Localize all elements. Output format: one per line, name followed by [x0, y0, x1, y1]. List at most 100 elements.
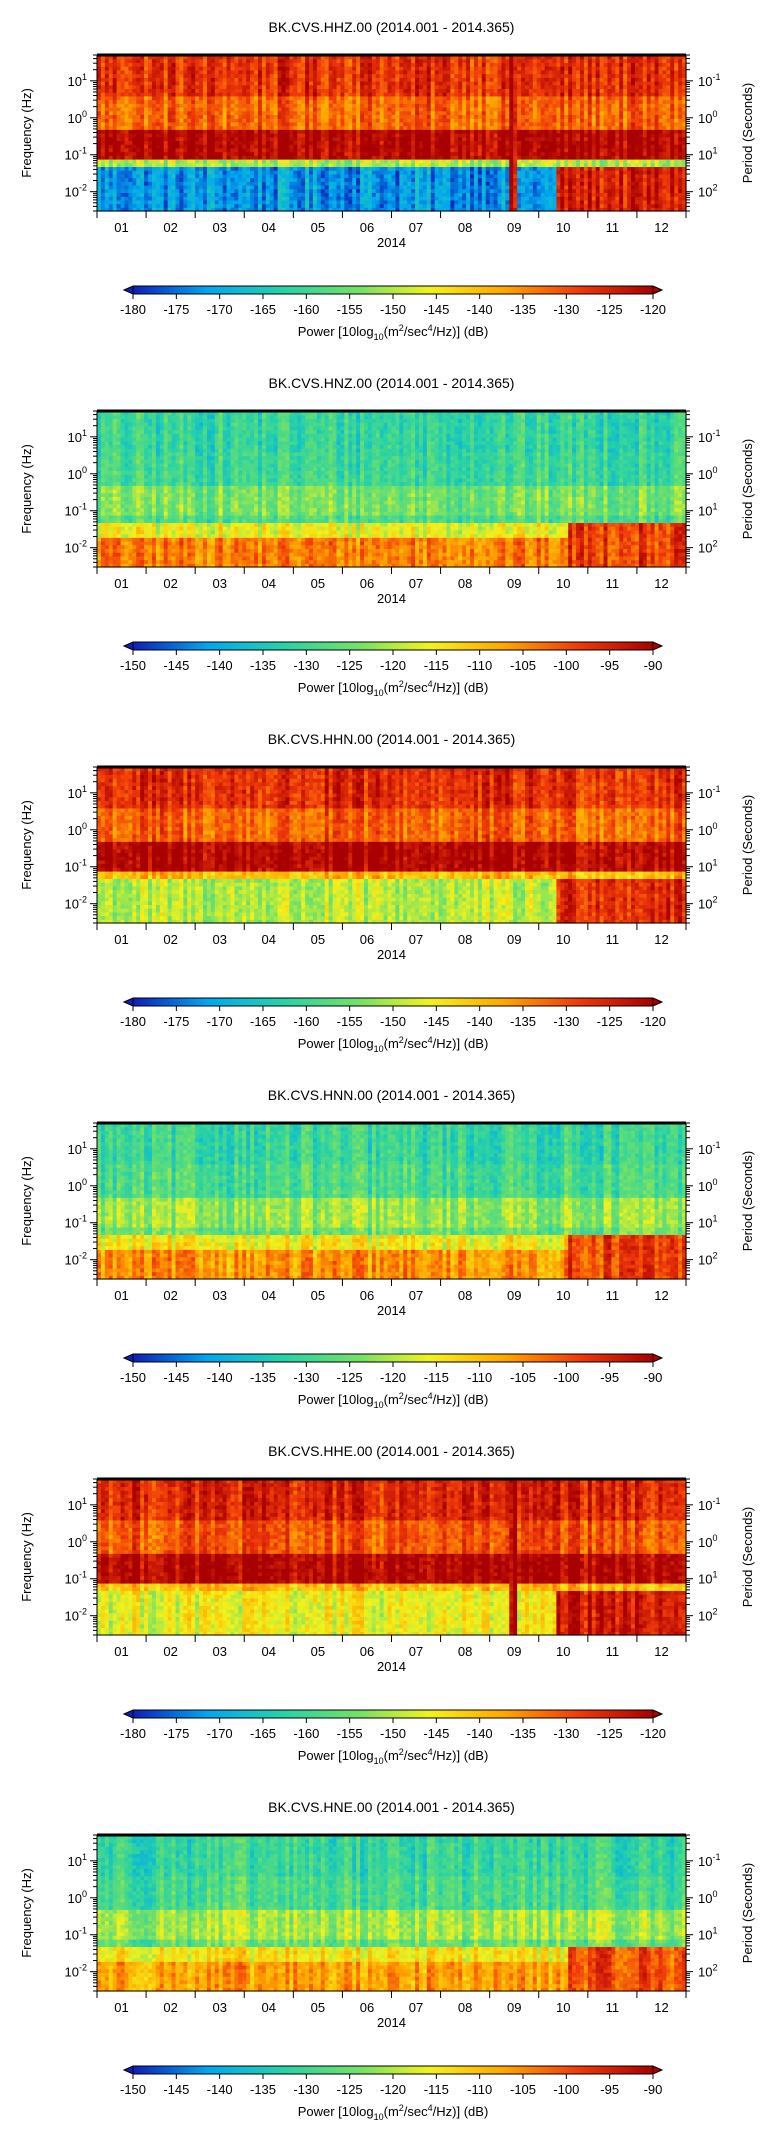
heatmap-cell	[521, 107, 526, 112]
heatmap-cell	[360, 136, 365, 142]
heatmap-cell	[171, 133, 177, 138]
heatmap-cell	[450, 129, 455, 134]
heatmap-cell	[151, 99, 157, 104]
heatmap-cell	[163, 177, 169, 182]
heatmap-cell	[489, 173, 495, 179]
heatmap-cell	[477, 58, 483, 64]
heatmap-cell	[316, 121, 322, 127]
heatmap-cell	[312, 114, 318, 119]
heatmap-cell	[210, 166, 216, 171]
heatmap-cell	[336, 92, 342, 97]
heatmap-cell	[481, 95, 487, 101]
heatmap-cell	[513, 207, 518, 212]
heatmap-cell	[206, 66, 212, 71]
heatmap-cell	[254, 140, 259, 145]
heatmap-cell	[254, 188, 259, 194]
heatmap-cell	[497, 203, 503, 208]
heatmap-cell	[364, 181, 369, 186]
heatmap-cell	[489, 118, 495, 123]
heatmap-cell	[532, 144, 538, 149]
heatmap-cell	[183, 73, 188, 78]
heatmap-cell	[438, 207, 444, 212]
heatmap-cell	[191, 155, 196, 160]
heatmap-cell	[450, 133, 455, 138]
heatmap-cell	[281, 62, 287, 67]
heatmap-cell	[140, 55, 145, 60]
heatmap-cell	[391, 110, 397, 116]
heatmap-cell	[426, 88, 432, 93]
heatmap-cell	[352, 95, 357, 101]
heatmap-cell	[513, 84, 518, 90]
heatmap-cell	[509, 207, 514, 212]
heatmap-cell	[411, 196, 416, 201]
heatmap-cell	[273, 151, 279, 156]
heatmap-cell	[548, 151, 554, 156]
heatmap-cell	[540, 203, 546, 208]
heatmap-cell	[183, 192, 188, 197]
heatmap-cell	[367, 77, 373, 82]
heatmap-cell	[426, 159, 432, 164]
heatmap-cell	[391, 99, 397, 104]
heatmap-cell	[328, 103, 334, 108]
heatmap-cell	[367, 147, 373, 153]
heatmap-cell	[544, 199, 550, 205]
heatmap-cell	[309, 207, 314, 212]
heatmap-cell	[218, 177, 224, 182]
heatmap-cell	[155, 199, 161, 205]
heatmap-cell	[434, 62, 440, 67]
heatmap-cell	[352, 107, 357, 112]
heatmap-cell	[159, 114, 165, 119]
heatmap-cell	[293, 136, 298, 142]
heatmap-cell	[226, 107, 232, 112]
heatmap-cell	[446, 151, 451, 156]
heatmap-cell	[183, 151, 188, 156]
heatmap-cell	[470, 95, 475, 101]
heatmap-cell	[399, 81, 404, 86]
heatmap-cell	[513, 177, 518, 182]
heatmap-cell	[309, 114, 314, 119]
heatmap-cell	[210, 188, 216, 194]
heatmap-cell	[375, 192, 381, 197]
heatmap-cell	[485, 133, 491, 138]
heatmap-cell	[273, 181, 279, 186]
heatmap-cell	[556, 199, 561, 205]
heatmap-cell	[360, 207, 365, 212]
heatmap-cell	[371, 170, 377, 175]
heatmap-cell	[403, 55, 408, 60]
heatmap-cell	[391, 69, 397, 75]
heatmap-cell	[438, 192, 444, 197]
heatmap-cell	[521, 110, 526, 116]
heatmap-cell	[473, 203, 479, 208]
heatmap-cell	[438, 166, 444, 171]
heatmap-cell	[210, 203, 216, 208]
heatmap-cell	[430, 121, 436, 127]
heatmap-cell	[210, 144, 216, 149]
heatmap-cell	[250, 185, 255, 190]
heatmap-cell	[324, 170, 330, 175]
heatmap-cell	[265, 140, 271, 145]
heatmap-cell	[254, 125, 259, 130]
heatmap-cell	[301, 55, 306, 60]
heatmap-cell	[281, 181, 287, 186]
heatmap-cell	[257, 144, 263, 149]
heatmap-cell	[163, 140, 169, 145]
heatmap-cell	[454, 177, 459, 182]
heatmap-cell	[477, 166, 483, 171]
heatmap-cell	[395, 162, 400, 168]
heatmap-cell	[532, 58, 538, 64]
heatmap-cell	[387, 185, 393, 190]
heatmap-cell	[285, 110, 291, 116]
heatmap-cell	[297, 66, 302, 71]
heatmap-cell	[442, 155, 448, 160]
heatmap-cell	[364, 170, 369, 175]
heatmap-cell	[509, 69, 514, 75]
heatmap-cell	[187, 133, 192, 138]
heatmap-cell	[320, 177, 326, 182]
heatmap-cell	[179, 66, 184, 71]
heatmap-cell	[340, 166, 345, 171]
heatmap-cell	[450, 77, 455, 82]
heatmap-cell	[328, 162, 334, 168]
heatmap-cell	[167, 151, 173, 156]
heatmap-cell	[458, 177, 463, 182]
heatmap-cell	[191, 177, 196, 182]
